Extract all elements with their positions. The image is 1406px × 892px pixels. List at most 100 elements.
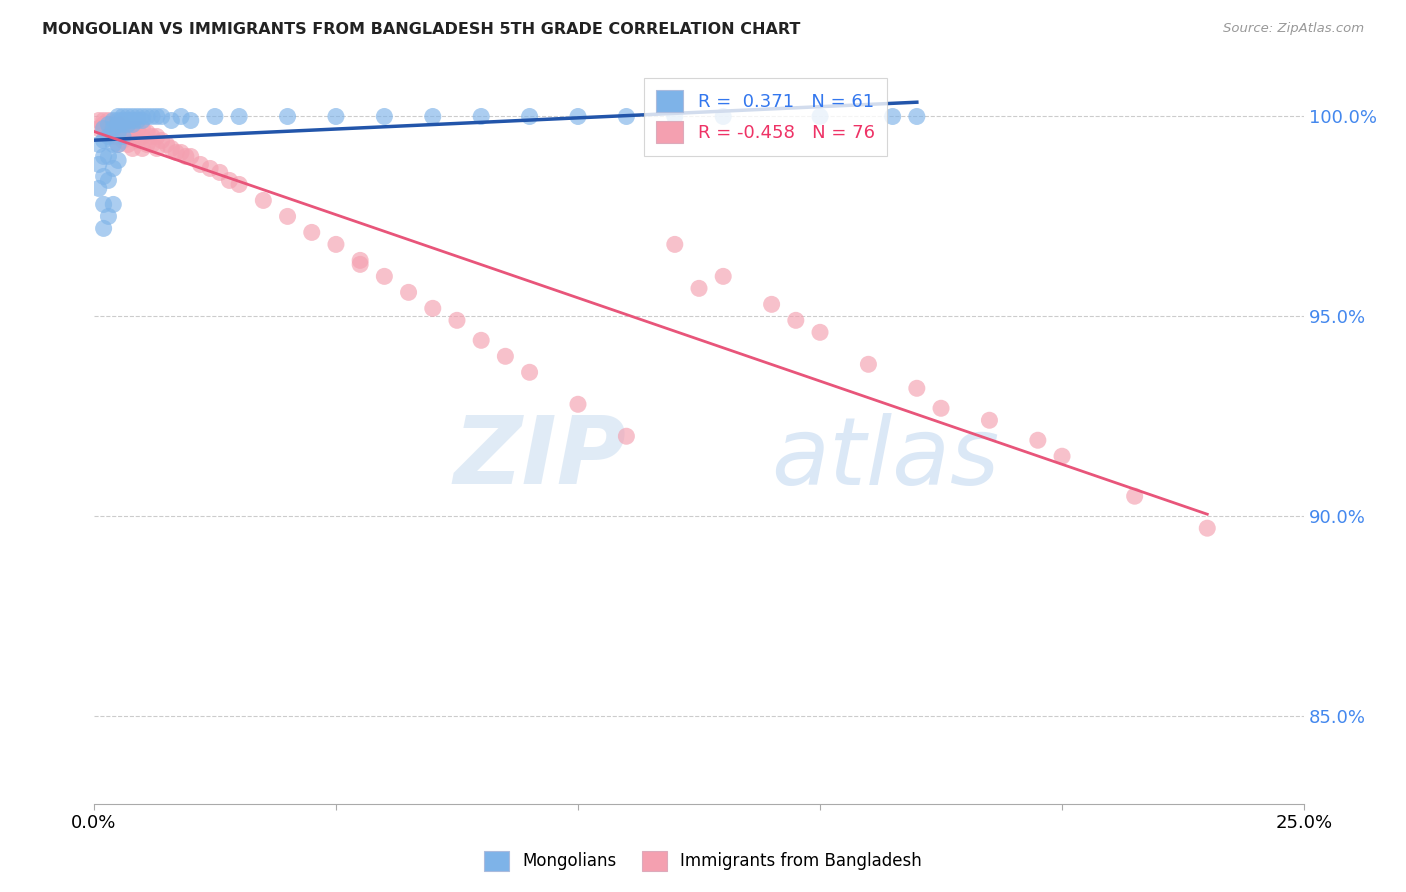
- Point: [470, 110, 492, 124]
- Point: [160, 141, 183, 155]
- Point: [150, 133, 173, 147]
- Point: [277, 210, 299, 224]
- Point: [1050, 449, 1073, 463]
- Point: [93, 121, 115, 136]
- Legend: Mongolians, Immigrants from Bangladesh: Mongolians, Immigrants from Bangladesh: [475, 842, 931, 880]
- Point: [567, 110, 589, 124]
- Point: [97, 118, 120, 132]
- Point: [121, 110, 143, 124]
- Point: [93, 169, 115, 184]
- Point: [117, 121, 139, 136]
- Point: [470, 334, 492, 348]
- Point: [117, 118, 139, 132]
- Point: [117, 110, 139, 124]
- Point: [422, 110, 444, 124]
- Point: [160, 113, 183, 128]
- Point: [107, 110, 129, 124]
- Point: [218, 173, 240, 187]
- Text: ZIP: ZIP: [454, 412, 627, 504]
- Point: [150, 110, 173, 124]
- Point: [136, 110, 159, 124]
- Point: [97, 113, 120, 128]
- Point: [349, 257, 371, 271]
- Point: [107, 121, 129, 136]
- Point: [228, 178, 250, 192]
- Point: [1197, 521, 1219, 535]
- Point: [111, 110, 134, 124]
- Point: [121, 129, 143, 144]
- Point: [93, 113, 115, 128]
- Point: [146, 129, 169, 144]
- Point: [121, 113, 143, 128]
- Point: [146, 141, 169, 155]
- Point: [103, 121, 125, 136]
- Point: [373, 269, 395, 284]
- Point: [107, 137, 129, 152]
- Point: [711, 269, 734, 284]
- Point: [107, 118, 129, 132]
- Point: [905, 110, 928, 124]
- Point: [121, 121, 143, 136]
- Point: [858, 357, 880, 371]
- Point: [87, 137, 110, 152]
- Point: [131, 110, 153, 124]
- Point: [252, 194, 274, 208]
- Point: [905, 381, 928, 395]
- Point: [93, 149, 115, 163]
- Point: [494, 349, 516, 363]
- Point: [325, 110, 347, 124]
- Point: [127, 133, 149, 147]
- Point: [97, 129, 120, 144]
- Point: [664, 237, 686, 252]
- Point: [519, 110, 541, 124]
- Point: [519, 365, 541, 379]
- Point: [103, 137, 125, 152]
- Point: [117, 113, 139, 128]
- Point: [93, 118, 115, 132]
- Point: [97, 118, 120, 132]
- Point: [785, 313, 807, 327]
- Point: [325, 237, 347, 252]
- Point: [422, 301, 444, 316]
- Point: [688, 281, 710, 295]
- Point: [180, 113, 202, 128]
- Point: [808, 110, 831, 124]
- Point: [146, 110, 169, 124]
- Point: [198, 161, 221, 176]
- Point: [204, 110, 226, 124]
- Point: [127, 113, 149, 128]
- Point: [103, 113, 125, 128]
- Point: [131, 113, 153, 128]
- Point: [190, 157, 212, 171]
- Point: [155, 137, 177, 152]
- Text: atlas: atlas: [772, 413, 1000, 504]
- Point: [170, 110, 193, 124]
- Point: [711, 110, 734, 124]
- Point: [87, 121, 110, 136]
- Point: [127, 110, 149, 124]
- Point: [97, 210, 120, 224]
- Text: Source: ZipAtlas.com: Source: ZipAtlas.com: [1223, 22, 1364, 36]
- Point: [121, 118, 143, 132]
- Point: [141, 137, 163, 152]
- Point: [174, 149, 197, 163]
- Point: [349, 253, 371, 268]
- Point: [301, 226, 323, 240]
- Point: [136, 126, 159, 140]
- Point: [398, 285, 420, 300]
- Legend: R =  0.371   N = 61, R = -0.458   N = 76: R = 0.371 N = 61, R = -0.458 N = 76: [644, 78, 887, 156]
- Text: MONGOLIAN VS IMMIGRANTS FROM BANGLADESH 5TH GRADE CORRELATION CHART: MONGOLIAN VS IMMIGRANTS FROM BANGLADESH …: [42, 22, 800, 37]
- Point: [93, 133, 115, 147]
- Point: [141, 129, 163, 144]
- Point: [93, 121, 115, 136]
- Point: [208, 165, 231, 179]
- Point: [107, 153, 129, 168]
- Point: [97, 149, 120, 163]
- Point: [107, 113, 129, 128]
- Point: [567, 397, 589, 411]
- Point: [131, 129, 153, 144]
- Point: [170, 145, 193, 160]
- Point: [616, 110, 638, 124]
- Point: [131, 121, 153, 136]
- Point: [979, 413, 1001, 427]
